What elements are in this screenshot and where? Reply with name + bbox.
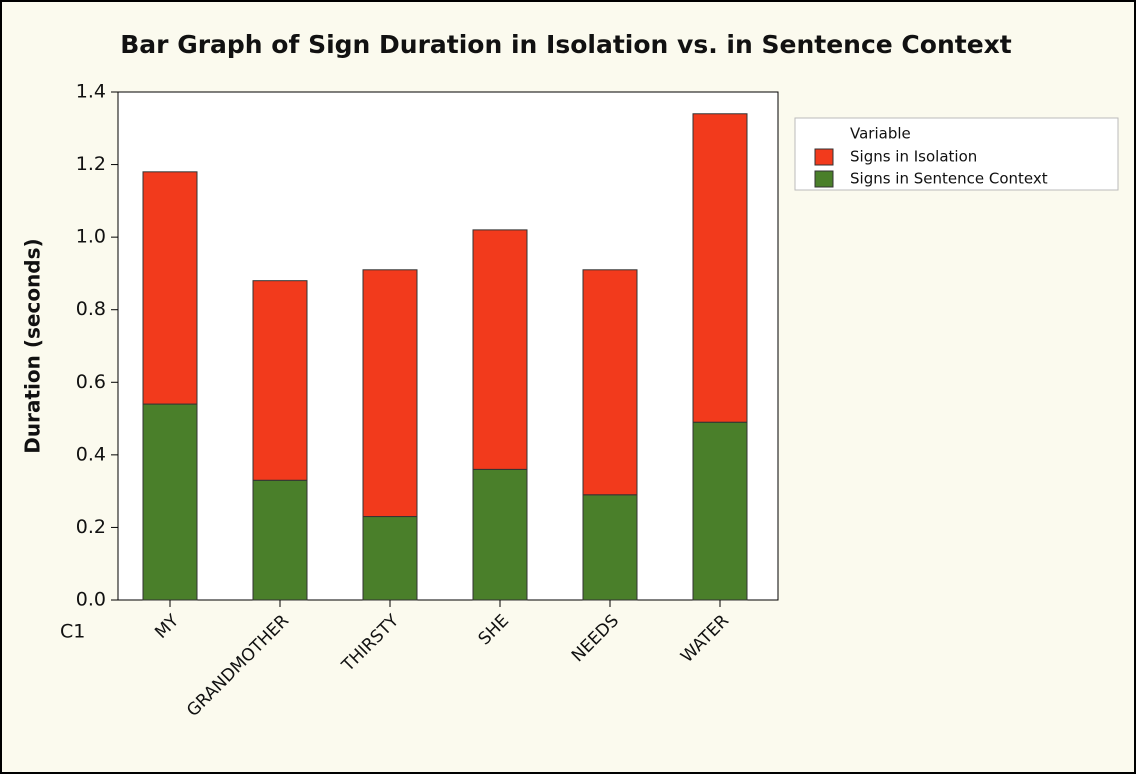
bar-segment: [472, 468, 528, 601]
bar-segment: [582, 494, 638, 601]
legend-swatch: [814, 148, 834, 166]
y-tick-label: 1.0: [76, 226, 106, 248]
bar-segment: [362, 516, 418, 601]
legend-swatch: [814, 170, 834, 188]
bar-segment: [142, 403, 198, 601]
x-axis-label: C1: [60, 621, 85, 643]
bar-segment: [142, 171, 198, 405]
y-tick-label: 0.4: [76, 443, 106, 465]
y-tick-label: 1.4: [76, 81, 106, 103]
legend-label: Signs in Sentence Context: [850, 170, 1048, 188]
bar-segment: [472, 229, 528, 470]
bar-segment: [252, 479, 308, 601]
bar-segment: [582, 269, 638, 496]
y-axis-label: Duration (seconds): [21, 238, 45, 453]
y-tick-label: 0.6: [76, 371, 106, 393]
plot-area: [117, 91, 779, 601]
y-tick-label: 0.8: [76, 298, 106, 320]
legend-title: Variable: [850, 125, 911, 143]
legend-label: Signs in Isolation: [850, 148, 977, 166]
bar-segment: [692, 113, 748, 423]
chart-title: Bar Graph of Sign Duration in Isolation …: [120, 30, 1012, 59]
y-tick-label: 0.2: [76, 516, 106, 538]
bar-segment: [692, 421, 748, 601]
bar-segment: [252, 280, 308, 481]
bar-segment: [362, 269, 418, 518]
legend-box: [794, 117, 1119, 191]
y-tick-label: 1.2: [76, 153, 106, 175]
y-tick-label: 0.0: [76, 589, 106, 611]
